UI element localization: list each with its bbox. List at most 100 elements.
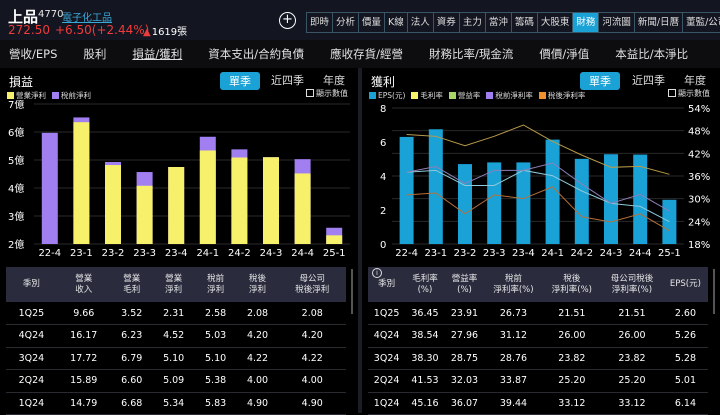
svg-text:24-2: 24-2 [570,248,593,259]
table-cell: 15.89 [56,369,111,393]
table-cell: 33.12 [542,392,602,415]
table-cell: 5.03 [194,324,237,348]
table-cell: 6.79 [110,347,153,370]
sub-tabs: 營收/EPS 股利 損益/獲利 資本支出/合約負債 應收存貨/經營 財務比率/現金流 價價/… [0,40,720,68]
period-single-quarter[interactable]: 單季 [220,72,260,90]
table-cell: 26.00 [601,324,663,348]
table-row: 1Q24 14.79 6.68 5.34 5.83 4.90 4.90 [6,392,346,415]
table-cell: 4Q24 [6,324,57,348]
svg-text:24-3: 24-3 [260,248,283,259]
table-row: 1Q25 9.66 3.52 2.31 2.58 2.08 2.08 [6,302,346,325]
table-cell: 5.26 [662,324,708,348]
tab-7[interactable]: 當沖 [486,13,512,32]
column-header: 營益率 (%) [444,267,485,302]
legend-item: 營益率 [448,90,480,101]
industry-link[interactable]: 電子化工品 [62,13,112,24]
subtab-3[interactable]: 資本支出/合約負債 [208,47,305,61]
table-cell: 21.51 [542,302,602,325]
column-header: 母公司 稅後淨利 [278,267,346,302]
period-single-quarter[interactable]: 單季 [580,72,620,90]
tab-10[interactable]: 財務 [573,13,600,32]
column-header: 稅後 淨利 [236,267,279,302]
table-cell: 23.82 [601,347,663,370]
panel-divider [358,68,362,413]
tab-12[interactable]: 新聞/日曆 [635,13,684,32]
svg-text:24-4: 24-4 [291,248,314,259]
table-cell: 5.38 [194,369,237,393]
tab-6[interactable]: 主力 [460,13,486,32]
table-cell: 23.91 [444,302,485,325]
table-cell: 6.14 [662,392,708,415]
tab-4[interactable]: 法人 [408,13,434,32]
show-values-checkbox[interactable]: 顯示數值 [306,88,348,99]
table-cell: 2.58 [194,302,237,325]
info-icon[interactable]: i [372,268,382,278]
period-four-quarters[interactable]: 近四季 [632,74,665,87]
table-cell: 14.79 [56,392,111,415]
table-cell: 36.45 [405,302,445,325]
column-header: 稅後 淨利率(%) [542,267,602,302]
table-cell: 28.76 [484,347,543,370]
svg-text:4: 4 [380,172,386,183]
table-cell: 2Q24 [368,369,406,393]
profit-table: 季別 毛利率 (%) 營益率 (%) 稅前 淨利率(%) 稅後 淨利率(%) 母公司稅後 … [368,267,708,415]
table-cell: 27.96 [444,324,485,348]
subtab-4[interactable]: 應收存貨/經營 [330,47,403,61]
subtab-0[interactable]: 營收/EPS [9,47,58,61]
tab-11[interactable]: 河流圖 [599,13,635,32]
legend-item: 稅前淨利 [52,90,91,101]
column-header: 毛利率 (%) [405,267,445,302]
add-icon[interactable]: + [279,12,296,29]
table-cell: 26.00 [542,324,602,348]
period-four-quarters[interactable]: 近四季 [271,74,304,87]
table-cell: 1Q24 [368,392,406,415]
table-cell: 9.66 [56,302,111,325]
column-header: 母公司稅後 淨利率(%) [601,267,663,302]
table-cell: 26.73 [484,302,543,325]
table-row: 3Q24 38.30 28.75 28.76 23.82 23.82 5.28 [368,347,708,370]
svg-text:24-3: 24-3 [600,248,623,259]
legend-item: 毛利率 [411,90,443,101]
show-values-checkbox[interactable]: 顯示數值 [668,88,710,99]
svg-text:3億: 3億 [8,210,24,223]
svg-text:5億: 5億 [8,154,24,167]
subtab-7[interactable]: 本益比/本淨比 [615,47,689,61]
svg-text:54%: 54% [688,104,710,115]
table-cell: 21.51 [601,302,663,325]
svg-text:22-4: 22-4 [395,248,418,259]
volume: ▲1619張 [143,27,188,38]
scrollbar[interactable] [713,269,715,314]
tab-2[interactable]: 價量 [359,13,386,32]
tab-0[interactable]: 即時 [307,13,334,32]
table-cell: 4.20 [278,324,346,348]
subtab-1[interactable]: 股利 [83,47,107,61]
tab-9[interactable]: 大股東 [538,13,574,32]
scrollbar[interactable] [351,269,353,314]
tab-1[interactable]: 分析 [333,13,360,32]
tab-5[interactable]: 資券 [434,13,460,32]
table-cell: 4.22 [278,347,346,370]
period-annual[interactable]: 年度 [323,74,345,87]
subtab-6[interactable]: 價價/淨值 [539,47,590,61]
table-cell: 1Q25 [368,302,406,325]
income-table: 季別 營業 收入 營業 毛利 營業 淨利 稅前 淨利 稅後 淨利 母公司 稅後淨利 1Q25 9… [6,267,346,415]
tab-8[interactable]: 籌碼 [512,13,538,32]
table-cell: 4.20 [236,324,279,348]
panel-title: 損益 [9,75,34,89]
svg-text:23-1: 23-1 [70,248,93,259]
table-cell: 39.44 [484,392,543,415]
period-annual[interactable]: 年度 [684,74,706,87]
legend-item: EPS(元) [369,90,405,101]
svg-text:25-1: 25-1 [658,248,681,259]
table-cell: 5.83 [194,392,237,415]
svg-text:2: 2 [380,206,386,217]
tab-13[interactable]: 董監/公司 [683,13,720,32]
table-cell: 36.07 [444,392,485,415]
table-cell: 3Q24 [6,347,57,370]
subtab-2[interactable]: 損益/獲利 [132,47,183,61]
tab-3[interactable]: K線 [385,13,408,32]
table-cell: 2Q24 [6,369,57,393]
table-cell: 16.17 [56,324,111,348]
table-cell: 2.60 [662,302,708,325]
subtab-5[interactable]: 財務比率/現金流 [429,47,514,61]
